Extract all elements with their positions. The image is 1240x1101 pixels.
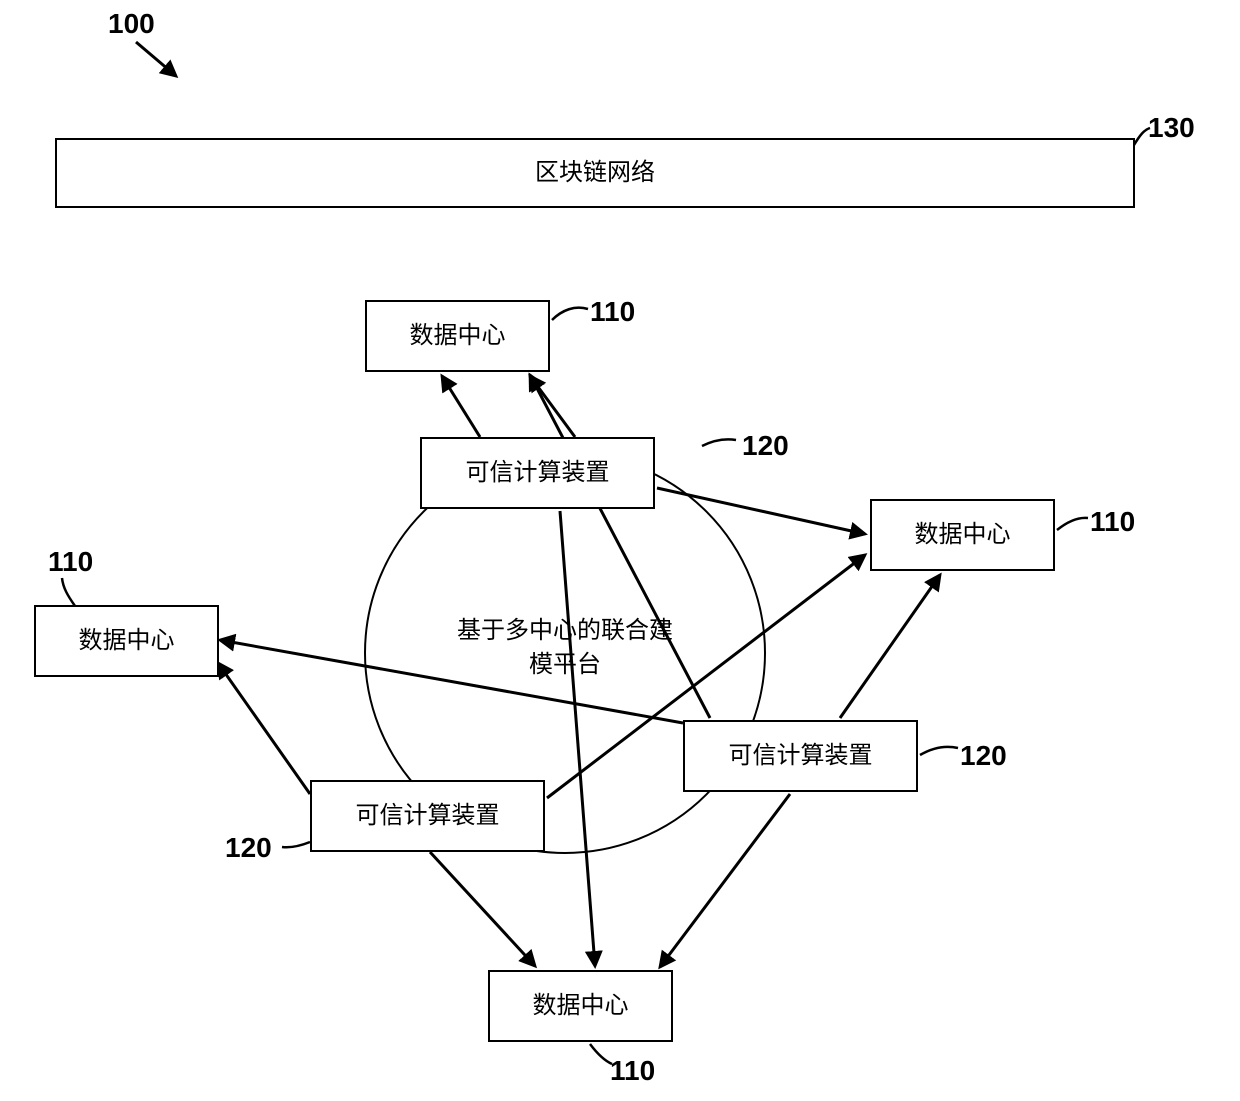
node-n130: 区块链网络	[55, 138, 1135, 208]
center-label-line2: 模平台	[445, 648, 685, 682]
figure-ref-label: 100	[108, 8, 155, 40]
node-n120c: 可信计算装置	[683, 720, 918, 792]
center-label-line1: 基于多中心的联合建	[445, 614, 685, 648]
ref-label-n130: 130	[1148, 112, 1195, 144]
node-n120a: 可信计算装置	[420, 437, 655, 509]
node-n110a: 数据中心	[365, 300, 550, 372]
ref-label-n120b: 120	[225, 832, 272, 864]
node-n110c: 数据中心	[870, 499, 1055, 571]
node-n120b: 可信计算装置	[310, 780, 545, 852]
node-n110d: 数据中心	[488, 970, 673, 1042]
ref-label-n120c: 120	[960, 740, 1007, 772]
node-n110b: 数据中心	[34, 605, 219, 677]
diagram-canvas: 100 区块链网络 130 数据中心 110 数据中心 110 数据中心 110 数据中心 110 可…	[0, 0, 1240, 1101]
ref-label-n110b: 110	[48, 546, 93, 578]
ref-label-n110c: 110	[1090, 506, 1135, 538]
ref-label-n110d: 110	[610, 1055, 655, 1087]
ref-label-n110a: 110	[590, 296, 635, 328]
ref-label-n120a: 120	[742, 430, 789, 462]
center-label: 基于多中心的联合建模平台	[445, 614, 685, 681]
